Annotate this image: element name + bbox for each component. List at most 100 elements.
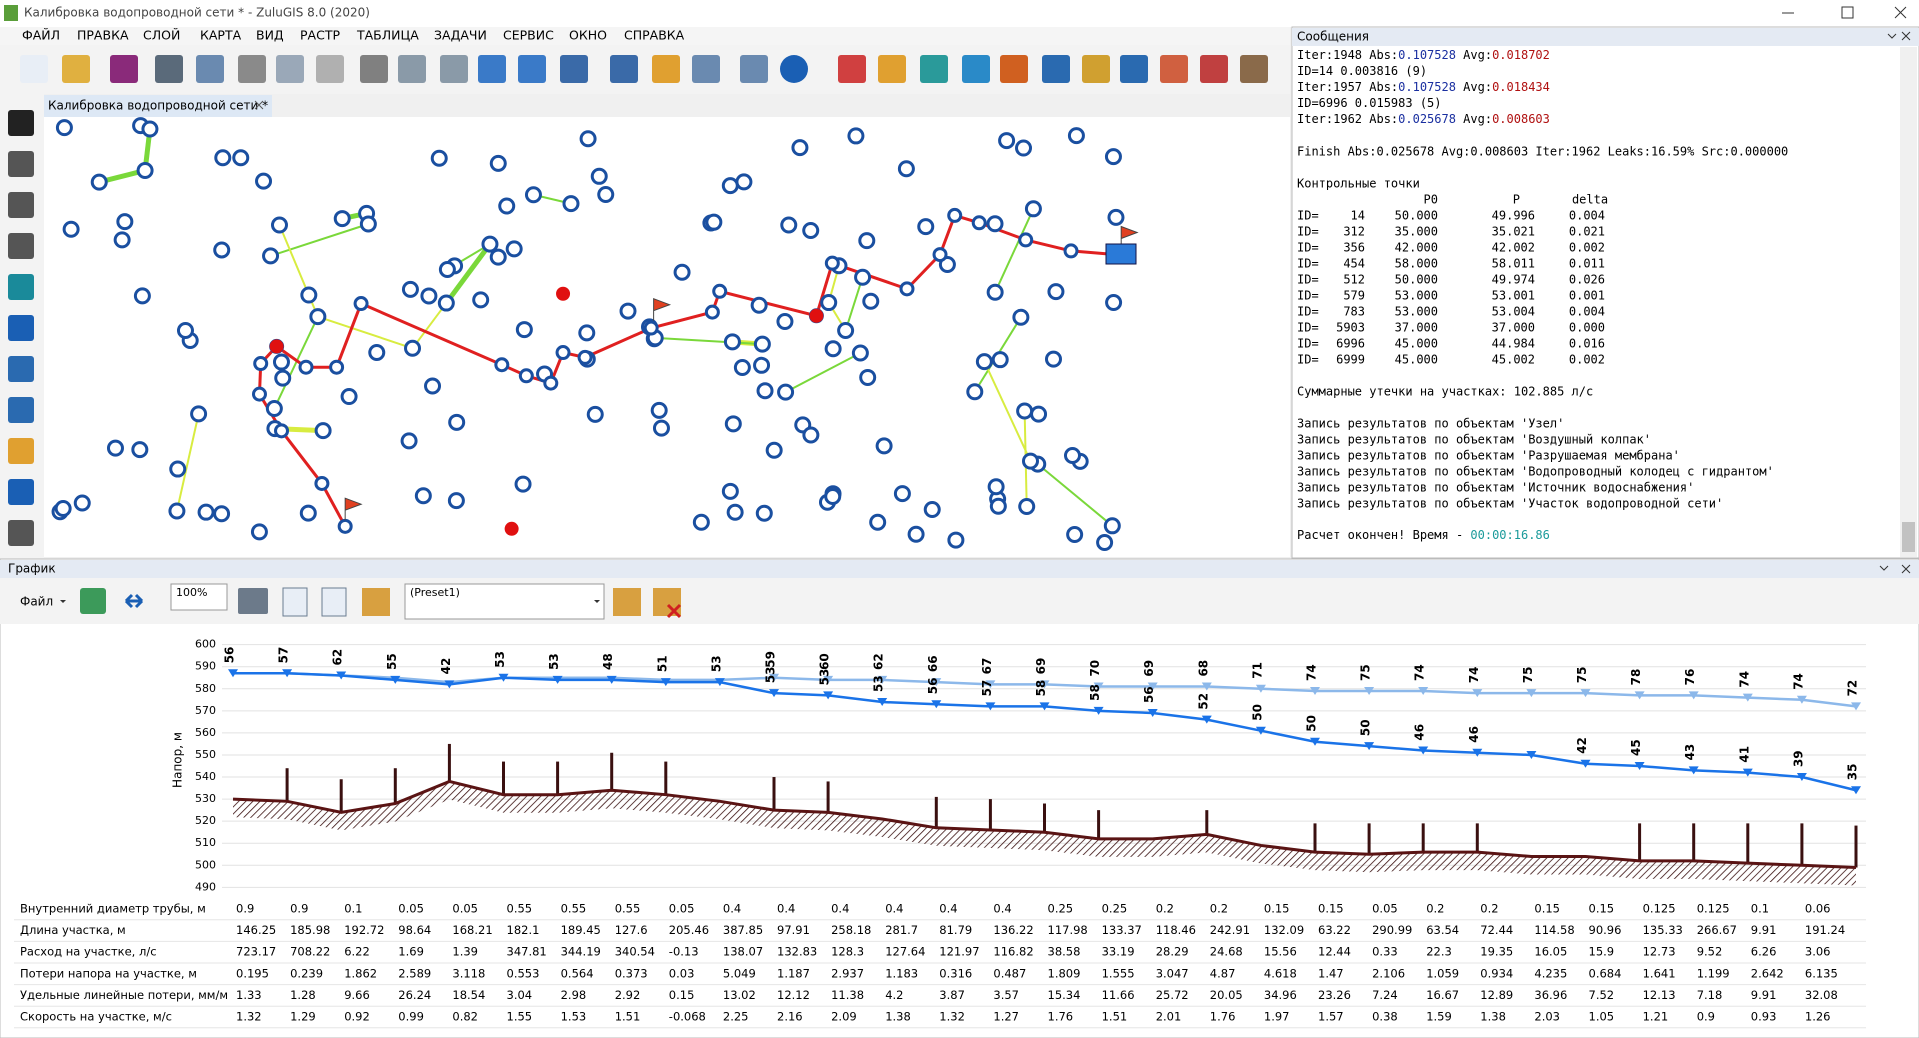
node[interactable] <box>707 215 721 229</box>
node[interactable] <box>793 141 807 155</box>
export-button[interactable] <box>322 588 346 616</box>
tool-button[interactable] <box>8 151 34 177</box>
node[interactable] <box>826 489 840 503</box>
menu-item[interactable]: ФАЙЛ <box>22 28 60 43</box>
node[interactable] <box>778 315 792 329</box>
node[interactable] <box>439 296 453 310</box>
node[interactable] <box>822 296 836 310</box>
node[interactable] <box>621 304 635 318</box>
node[interactable] <box>755 337 769 351</box>
node[interactable] <box>133 443 147 457</box>
node[interactable] <box>316 477 328 489</box>
node[interactable] <box>450 415 464 429</box>
node[interactable] <box>178 323 192 337</box>
node[interactable] <box>725 335 739 349</box>
file-menu[interactable]: Файл <box>20 595 53 609</box>
node[interactable] <box>758 384 772 398</box>
node[interactable] <box>252 525 266 539</box>
node[interactable] <box>1000 134 1014 148</box>
node[interactable] <box>860 234 874 248</box>
node[interactable] <box>255 358 267 370</box>
tool-button[interactable] <box>360 55 388 83</box>
tool-button[interactable] <box>560 55 588 83</box>
node[interactable] <box>403 282 417 296</box>
node[interactable] <box>804 223 818 237</box>
node[interactable] <box>988 217 1002 231</box>
node[interactable] <box>728 505 742 519</box>
node[interactable] <box>426 379 440 393</box>
node[interactable] <box>335 212 349 226</box>
node[interactable] <box>257 174 271 188</box>
tool-button[interactable] <box>276 55 304 83</box>
tool-button[interactable] <box>8 315 34 341</box>
node[interactable] <box>737 175 751 189</box>
tool-button[interactable] <box>316 55 344 83</box>
tool-button[interactable] <box>8 520 34 546</box>
node[interactable] <box>118 215 132 229</box>
node[interactable] <box>199 505 213 519</box>
tool-button[interactable] <box>610 55 638 83</box>
node[interactable] <box>1046 352 1060 366</box>
node[interactable] <box>919 220 933 234</box>
map-canvas[interactable] <box>44 117 1290 557</box>
node[interactable] <box>949 533 963 547</box>
node[interactable] <box>991 499 1005 513</box>
node[interactable] <box>849 129 863 143</box>
menu-item[interactable]: ОКНО <box>569 28 607 43</box>
node[interactable] <box>422 289 436 303</box>
tool-button[interactable] <box>962 55 990 83</box>
node[interactable] <box>723 179 737 193</box>
node[interactable] <box>1106 150 1120 164</box>
node[interactable] <box>1032 407 1046 421</box>
node[interactable] <box>592 169 606 183</box>
node[interactable] <box>56 501 70 515</box>
node[interactable] <box>557 347 569 359</box>
node[interactable] <box>1069 129 1083 143</box>
node[interactable] <box>757 506 771 520</box>
node[interactable] <box>871 515 885 529</box>
tool-button[interactable] <box>62 55 90 83</box>
node[interactable] <box>331 361 343 373</box>
node[interactable] <box>973 217 985 229</box>
tool-button[interactable] <box>238 55 266 83</box>
node[interactable] <box>311 310 325 324</box>
menu-item[interactable]: СЛОЙ <box>143 28 180 43</box>
node[interactable] <box>588 407 602 421</box>
node[interactable] <box>1109 210 1123 224</box>
node[interactable] <box>267 401 281 415</box>
source[interactable] <box>1106 244 1136 264</box>
node[interactable] <box>1023 454 1037 468</box>
menu-item[interactable]: ВИД <box>256 28 284 43</box>
tool-button[interactable] <box>155 55 183 83</box>
tool-button[interactable] <box>518 55 546 83</box>
node[interactable] <box>1026 202 1040 216</box>
node[interactable] <box>564 197 578 211</box>
scroll-thumb[interactable] <box>1902 522 1915 552</box>
node[interactable] <box>1068 528 1082 542</box>
node[interactable] <box>861 370 875 384</box>
node[interactable] <box>755 358 769 372</box>
node[interactable] <box>1018 404 1032 418</box>
menu-item[interactable]: ЗАДАЧИ <box>434 28 487 43</box>
node[interactable] <box>752 298 766 312</box>
tool-button[interactable] <box>8 274 34 300</box>
node[interactable] <box>1098 536 1112 550</box>
tool-button[interactable] <box>878 55 906 83</box>
node[interactable] <box>925 502 939 516</box>
node[interactable] <box>138 163 152 177</box>
node[interactable] <box>234 151 248 165</box>
tool-button[interactable] <box>920 55 948 83</box>
tool-button[interactable] <box>1042 55 1070 83</box>
tool-button[interactable] <box>20 55 48 83</box>
node[interactable] <box>440 263 454 277</box>
node[interactable] <box>901 283 913 295</box>
node[interactable] <box>645 322 657 334</box>
node[interactable] <box>272 218 286 232</box>
node[interactable] <box>599 188 613 202</box>
node[interactable] <box>989 480 1003 494</box>
node[interactable] <box>714 285 726 297</box>
node[interactable] <box>215 243 229 257</box>
control-point[interactable] <box>809 309 823 323</box>
node[interactable] <box>545 377 557 389</box>
tool-button[interactable] <box>1200 55 1228 83</box>
